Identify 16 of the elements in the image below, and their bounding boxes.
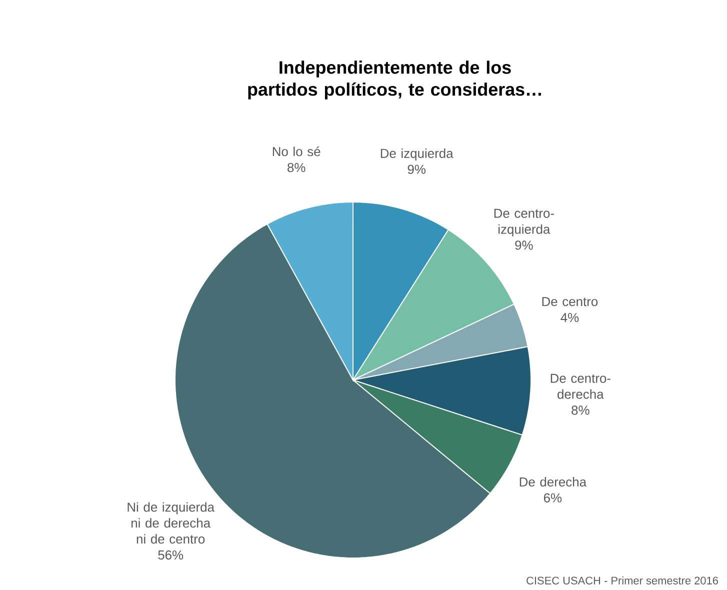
data-label: 4% bbox=[560, 312, 579, 322]
slice-label: De centro bbox=[542, 297, 598, 306]
data-label: 9% bbox=[408, 164, 426, 174]
data-label: 6% bbox=[544, 493, 562, 502]
data-label: 8% bbox=[572, 406, 590, 415]
slice-label: De izquierda bbox=[380, 148, 454, 161]
slice-label: No lo sé bbox=[272, 146, 320, 156]
slice-label: De derecha bbox=[520, 477, 586, 487]
slice-label: De centro-derecha bbox=[550, 374, 610, 399]
slice-label: De centro-izquierda bbox=[494, 208, 554, 236]
slice-label: Ni de izquierda ni de derecha ni de centro bbox=[128, 502, 214, 544]
data-label: 56% bbox=[158, 550, 184, 560]
chart-title: Independientemente de los partidos políticos, te consideras… bbox=[248, 60, 541, 100]
data-label: 8% bbox=[288, 162, 306, 172]
data-label: 9% bbox=[515, 240, 533, 250]
text: CISEC USACH - Primer semestre 2016 bbox=[526, 576, 718, 584]
